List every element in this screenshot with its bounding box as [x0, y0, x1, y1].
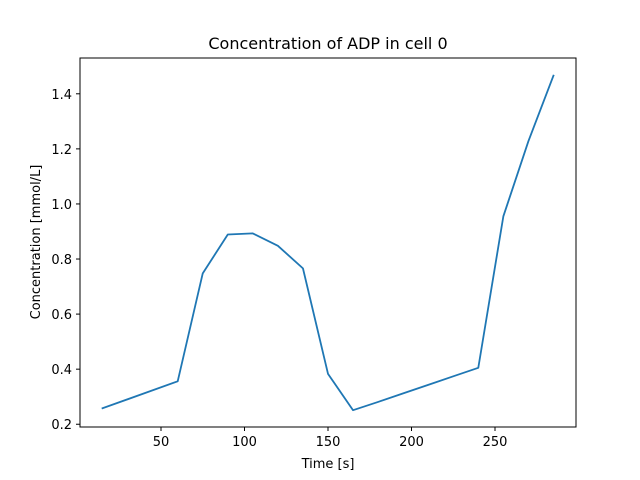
x-tick-label: 100	[232, 435, 257, 450]
chart-title: Concentration of ADP in cell 0	[208, 34, 447, 53]
y-tick-label: 1.4	[51, 88, 72, 103]
y-axis-label: Concentration [mmol/L]	[29, 165, 44, 320]
y-tick-label: 1.2	[51, 143, 72, 158]
y-tick-label: 1.0	[51, 198, 72, 213]
x-axis-ticks: 50 100 150 200 250	[153, 427, 508, 450]
x-tick-label: 150	[316, 435, 341, 450]
x-tick-label: 200	[399, 435, 424, 450]
y-tick-label: 0.2	[51, 418, 72, 433]
axes-frame	[79, 57, 577, 428]
y-tick-label: 0.6	[51, 308, 72, 323]
plot-area	[101, 74, 555, 412]
y-tick-label: 0.4	[51, 363, 72, 378]
series-line	[101, 74, 555, 412]
x-tick-label: 250	[483, 435, 508, 450]
x-tick-label: 50	[153, 435, 170, 450]
y-tick-label: 0.8	[51, 253, 72, 268]
x-axis-label: Time [s]	[301, 457, 355, 472]
y-axis-ticks: 0.2 0.4 0.6 0.8 1.0 1.2 1.4	[51, 88, 80, 433]
